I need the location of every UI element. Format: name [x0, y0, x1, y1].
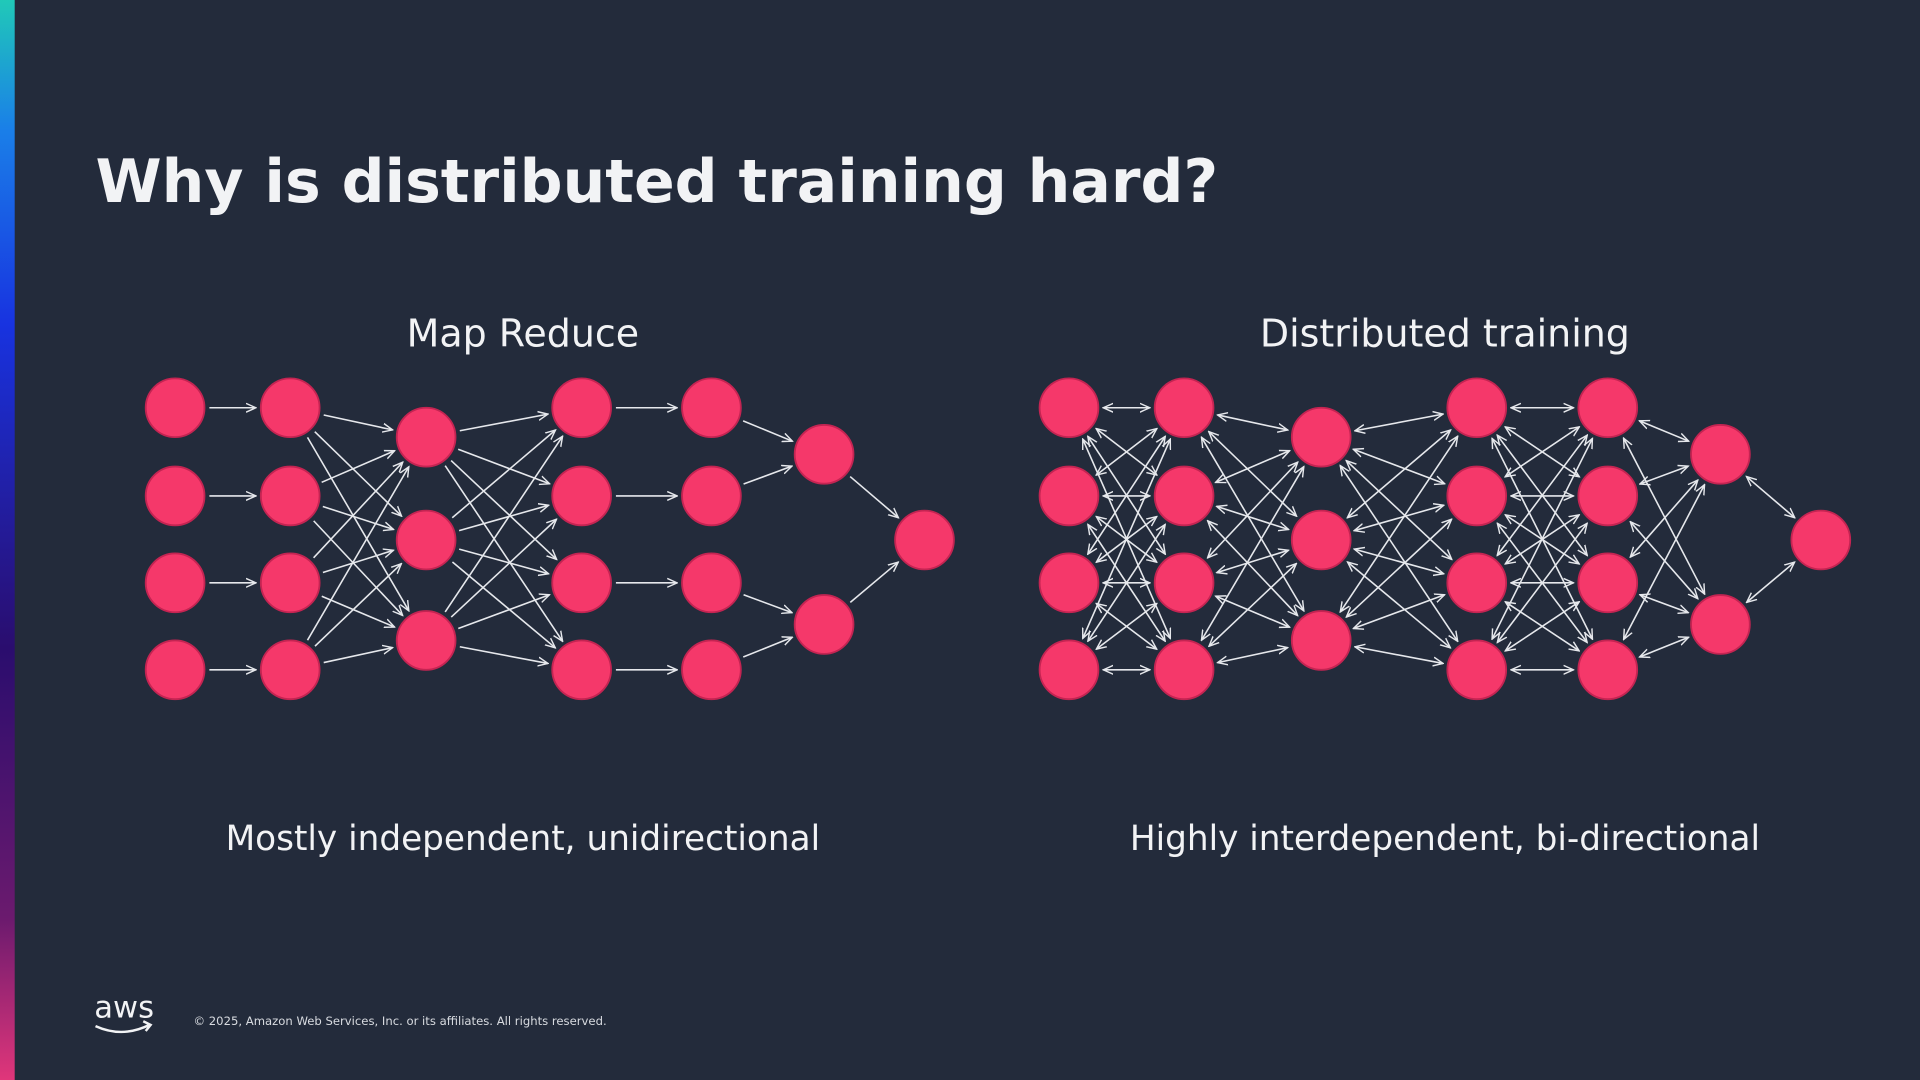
diagram-caption: Highly interdependent, bi-directional — [1130, 819, 1760, 859]
arrow — [1096, 604, 1156, 650]
diagrams — [144, 377, 1852, 701]
node — [1290, 610, 1352, 671]
node — [259, 465, 321, 527]
slide-title: Why is distributed training hard? — [96, 147, 1219, 217]
node — [551, 377, 612, 439]
node — [681, 377, 742, 439]
node — [259, 639, 321, 701]
node — [144, 465, 206, 527]
node — [551, 465, 612, 527]
copyright: © 2025, Amazon Web Services, Inc. or its… — [193, 1014, 606, 1028]
arrow — [313, 520, 403, 616]
node — [259, 377, 321, 439]
arrow — [458, 505, 549, 532]
node — [395, 610, 457, 671]
arrow — [451, 430, 555, 519]
arrow — [306, 467, 408, 641]
node — [1153, 552, 1215, 614]
node — [144, 639, 206, 701]
arrow — [444, 436, 562, 613]
arrow — [849, 475, 898, 518]
node — [395, 406, 457, 468]
node — [1446, 377, 1508, 439]
node — [1446, 552, 1508, 614]
node — [259, 552, 321, 614]
arrow — [450, 519, 556, 618]
node — [1577, 639, 1639, 701]
node — [144, 552, 206, 614]
node — [395, 509, 457, 571]
arrow — [322, 550, 394, 574]
node — [1446, 639, 1508, 701]
node — [681, 552, 742, 614]
node — [1290, 509, 1352, 571]
arrow — [1218, 648, 1288, 663]
node — [793, 594, 855, 655]
arrow — [323, 414, 393, 430]
node — [894, 509, 955, 571]
node — [681, 465, 742, 527]
arrow — [450, 460, 556, 560]
arrow — [314, 431, 402, 516]
arrow — [1218, 415, 1288, 430]
aws-logo: aws — [94, 991, 154, 1026]
node — [1690, 594, 1751, 655]
arrow — [743, 593, 792, 613]
node — [551, 639, 612, 701]
arrow — [1746, 477, 1794, 518]
node — [1577, 465, 1639, 527]
arrow — [742, 420, 792, 441]
arrow — [314, 564, 401, 647]
arrow — [1624, 485, 1705, 640]
arrow — [458, 595, 549, 630]
node — [551, 552, 612, 614]
arrow — [322, 505, 394, 529]
node — [1577, 377, 1639, 439]
diagram-heading: Map Reduce — [407, 312, 639, 356]
aws-logo-smile — [95, 1020, 153, 1034]
diagram-caption: Mostly independent, unidirectional — [226, 819, 821, 859]
accent-bar — [0, 0, 15, 1080]
arrow — [1747, 562, 1795, 602]
node — [1153, 377, 1215, 439]
node — [1790, 509, 1852, 571]
arrow — [742, 637, 792, 658]
arrow — [313, 462, 403, 559]
arrow — [444, 465, 562, 642]
arrow — [306, 436, 408, 610]
arrow — [321, 451, 395, 484]
arrow — [1355, 414, 1443, 431]
arrow — [1353, 595, 1444, 629]
node — [1038, 377, 1100, 439]
node — [1577, 552, 1639, 614]
arrow — [323, 648, 393, 664]
node — [1690, 423, 1751, 485]
arrow — [849, 562, 898, 604]
node — [1446, 465, 1508, 527]
arrow — [743, 466, 792, 485]
arrow — [1355, 647, 1443, 664]
arrow — [459, 645, 548, 664]
node — [1290, 406, 1352, 468]
node — [1038, 465, 1100, 527]
node — [681, 639, 742, 701]
arrow — [1640, 637, 1689, 657]
arrow — [321, 595, 395, 627]
arrow — [1505, 602, 1579, 651]
diagram-heading: Distributed training — [1260, 312, 1630, 356]
arrow — [459, 414, 548, 432]
arrow — [458, 548, 548, 574]
node — [793, 423, 855, 485]
node — [144, 377, 206, 439]
node — [1153, 639, 1215, 701]
node — [1038, 552, 1100, 614]
node — [1038, 639, 1100, 701]
node — [1153, 465, 1215, 527]
arrow — [1209, 564, 1296, 647]
